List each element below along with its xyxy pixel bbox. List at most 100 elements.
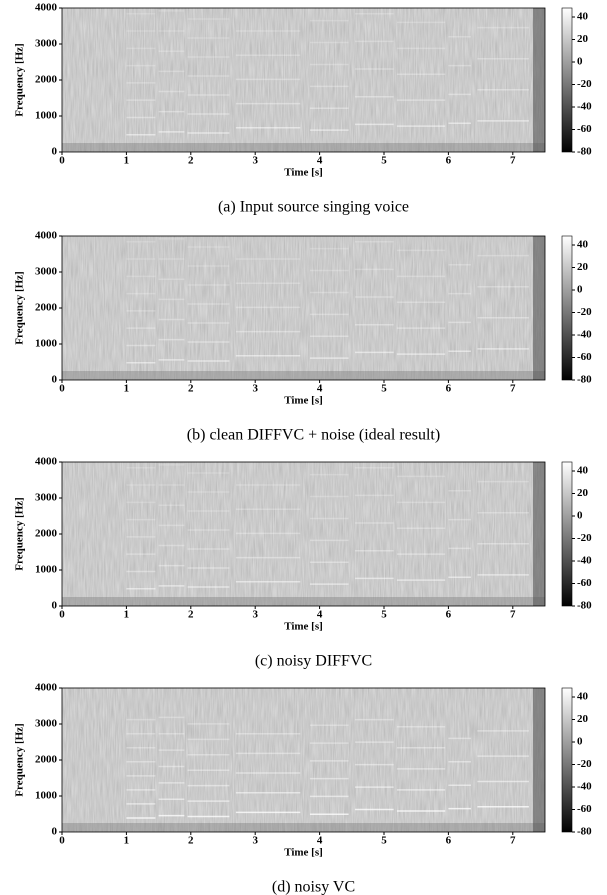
colorbar-tick-label: -80 <box>577 146 592 158</box>
x-tick-label: 4 <box>317 609 323 621</box>
colorbar-tick-label: -80 <box>577 374 592 386</box>
x-axis-label: Time [s] <box>284 847 323 859</box>
colorbar-tick-label: 40 <box>577 11 589 23</box>
x-tick-label: 0 <box>59 383 65 395</box>
spectrogram-panel: 0 1 2 3 4 5 6 7 0 1000 2000 3000 4000 Time [s] Frequen… <box>14 682 593 895</box>
spectrogram-panel: 0 1 2 3 4 5 6 7 0 1000 2000 3000 4000 Time [s] Frequen… <box>14 456 593 670</box>
x-tick-label: 2 <box>188 835 194 847</box>
caption: (d) noisy VC <box>272 879 355 895</box>
y-tick-label: 4000 <box>35 682 58 694</box>
y-tick-label: 4000 <box>35 230 58 242</box>
colorbar-tick-label: 40 <box>577 465 589 477</box>
colorbar <box>561 235 573 381</box>
colorbar-tick-label: -60 <box>577 123 592 135</box>
x-tick-label: 7 <box>510 383 516 395</box>
x-tick-label: 0 <box>59 835 65 847</box>
y-tick-label: 3000 <box>35 492 58 504</box>
x-tick-label: 1 <box>124 609 130 621</box>
x-tick-label: 5 <box>381 155 387 167</box>
y-tick-label: 0 <box>52 826 58 838</box>
x-tick-label: 5 <box>381 835 387 847</box>
y-tick-label: 3000 <box>35 38 58 50</box>
x-tick-label: 3 <box>252 609 258 621</box>
colorbar-tick-label: 0 <box>577 284 583 296</box>
colorbar-tick-label: 0 <box>577 510 583 522</box>
x-tick-label: 1 <box>124 835 130 847</box>
colorbar-tick-label: -40 <box>577 101 592 113</box>
y-tick-label: 4000 <box>35 2 58 14</box>
x-tick-label: 1 <box>124 383 130 395</box>
x-tick-label: 6 <box>446 383 452 395</box>
x-tick-label: 1 <box>124 155 130 167</box>
tail <box>533 462 545 606</box>
low-band <box>62 823 545 832</box>
x-tick-label: 3 <box>252 835 258 847</box>
y-tick-label: 3000 <box>35 266 58 278</box>
colorbar-tick-label: -40 <box>577 781 592 793</box>
y-tick-label: 0 <box>52 146 58 158</box>
x-tick-label: 4 <box>317 383 323 395</box>
colorbar-tick-label: 20 <box>577 33 589 45</box>
colorbar-tick-label: -60 <box>577 803 592 815</box>
caption: (c) noisy DIFFVC <box>255 653 372 670</box>
y-axis-label: Frequency [Hz] <box>14 43 26 116</box>
low-band <box>62 597 545 606</box>
colorbar-tick-label: 20 <box>577 261 589 273</box>
colorbar-tick-label: -60 <box>577 351 592 363</box>
x-axis-label: Time [s] <box>284 167 323 179</box>
x-tick-label: 6 <box>446 835 452 847</box>
y-axis-label: Frequency [Hz] <box>14 271 26 344</box>
y-tick-label: 2000 <box>35 754 58 766</box>
x-tick-label: 2 <box>188 383 194 395</box>
y-tick-label: 1000 <box>35 564 58 576</box>
colorbar-tick-label: -20 <box>577 758 592 770</box>
spectrogram-panel: 0 1 2 3 4 5 6 7 0 1000 2000 3000 4000 Time [s] Frequen… <box>14 230 593 444</box>
x-axis-label: Time [s] <box>284 621 323 633</box>
x-tick-label: 0 <box>59 155 65 167</box>
colorbar-tick-label: 20 <box>577 713 589 725</box>
y-tick-label: 0 <box>52 374 58 386</box>
y-tick-label: 1000 <box>35 338 58 350</box>
y-tick-label: 1000 <box>35 110 58 122</box>
colorbar <box>561 687 573 833</box>
x-tick-label: 7 <box>510 155 516 167</box>
low-band <box>62 143 545 152</box>
spectrogram-image <box>62 236 545 380</box>
y-tick-label: 0 <box>52 600 58 612</box>
y-tick-label: 2000 <box>35 302 58 314</box>
spectrogram-image <box>62 688 545 832</box>
x-tick-label: 6 <box>446 609 452 621</box>
colorbar-tick-label: 0 <box>577 56 583 68</box>
low-band <box>62 371 545 380</box>
x-tick-label: 2 <box>188 155 194 167</box>
colorbar-tick-label: -80 <box>577 600 592 612</box>
colorbar-tick-label: -60 <box>577 577 592 589</box>
y-tick-label: 1000 <box>35 790 58 802</box>
tail <box>533 8 545 152</box>
y-axis-label: Frequency [Hz] <box>14 497 26 570</box>
y-tick-label: 4000 <box>35 456 58 468</box>
x-tick-label: 3 <box>252 155 258 167</box>
y-tick-label: 2000 <box>35 528 58 540</box>
x-tick-label: 2 <box>188 609 194 621</box>
x-tick-label: 7 <box>510 609 516 621</box>
colorbar-tick-label: -40 <box>577 329 592 341</box>
x-tick-label: 0 <box>59 609 65 621</box>
colorbar-tick-label: -40 <box>577 555 592 567</box>
spectrogram-image <box>62 462 545 606</box>
colorbar-tick-label: 40 <box>577 691 589 703</box>
tail <box>533 236 545 380</box>
y-tick-label: 3000 <box>35 718 58 730</box>
y-tick-label: 2000 <box>35 74 58 86</box>
x-axis-label: Time [s] <box>284 395 323 407</box>
x-tick-label: 3 <box>252 383 258 395</box>
colorbar-tick-label: -80 <box>577 826 592 838</box>
colorbar-tick-label: 0 <box>577 736 583 748</box>
x-tick-label: 4 <box>317 155 323 167</box>
y-axis-label: Frequency [Hz] <box>14 723 26 796</box>
spectrogram-panel: 0 1 2 3 4 5 6 7 0 1000 2000 3000 4000 Time [s] Frequen… <box>14 2 593 216</box>
colorbar-tick-label: -20 <box>577 78 592 90</box>
caption: (b) clean DIFFVC + noise (ideal result) <box>187 427 440 444</box>
